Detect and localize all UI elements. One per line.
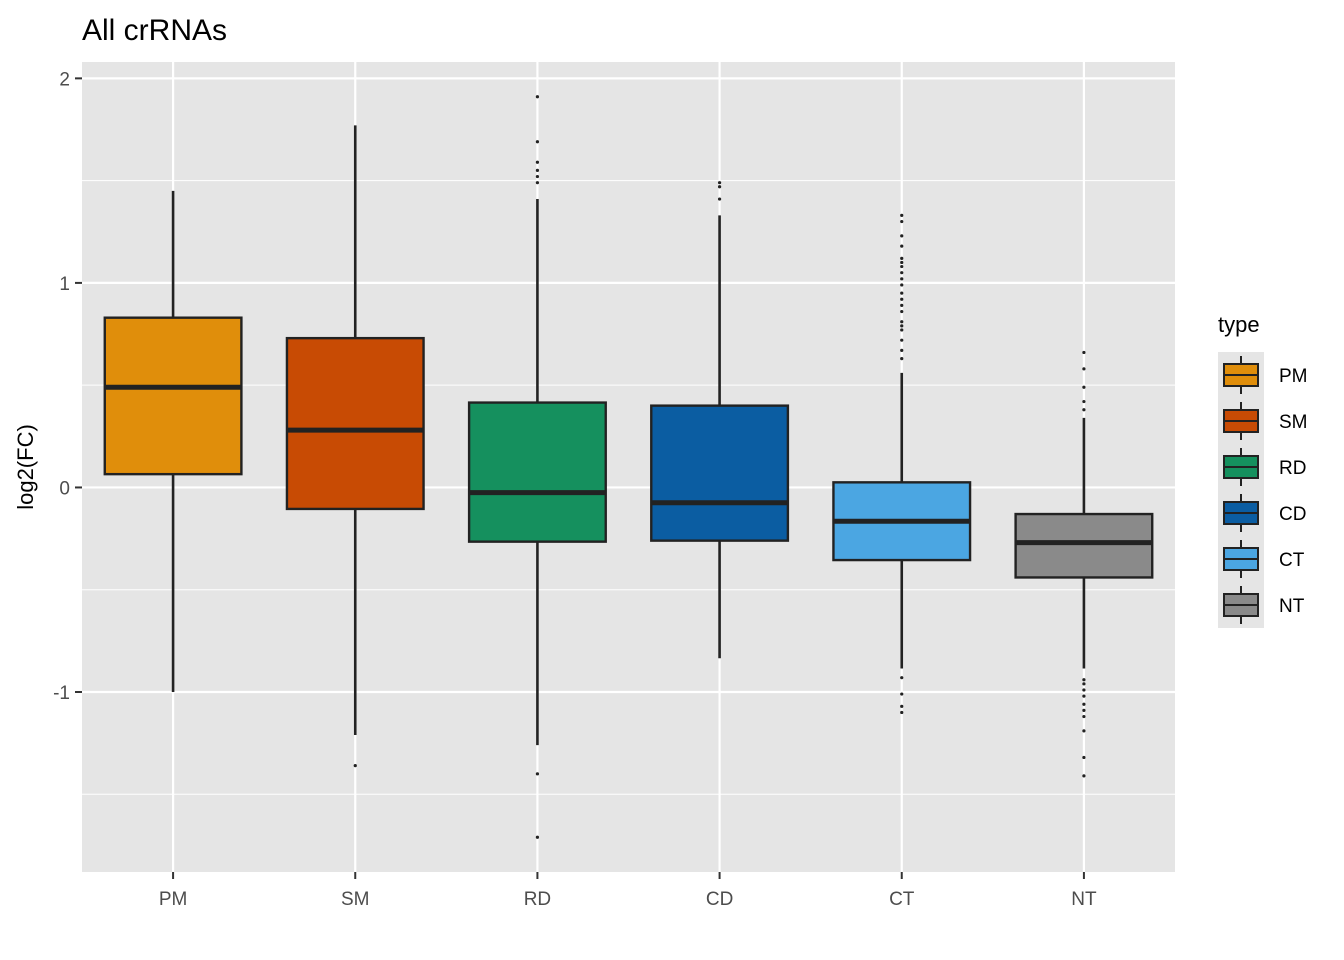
outlier-point	[900, 303, 904, 308]
outlier-point	[1082, 350, 1086, 355]
legend-item-nt: NT	[1223, 586, 1305, 624]
legend-label: RD	[1279, 458, 1306, 479]
box-cd	[650, 181, 790, 659]
outlier-point	[1082, 694, 1086, 698]
x-tick-label: RD	[524, 889, 551, 910]
outlier-point	[900, 213, 904, 218]
legend-label: CT	[1279, 550, 1305, 571]
outlier-point	[900, 356, 904, 361]
outlier-point	[535, 140, 540, 144]
outlier-point	[900, 283, 904, 287]
outlier-point	[1082, 367, 1086, 371]
outlier-point	[900, 320, 904, 324]
outlier-point	[1082, 774, 1086, 778]
outlier-point	[900, 309, 904, 314]
y-tick-label: 2	[59, 69, 70, 90]
iqr-box	[103, 316, 243, 476]
y-tick-label: 0	[59, 478, 70, 499]
outlier-point	[1082, 702, 1086, 706]
y-tick-label: -1	[53, 683, 70, 704]
box-rd	[467, 95, 607, 839]
outlier-point	[900, 264, 904, 269]
outlier-point	[900, 692, 904, 696]
outlier-point	[900, 291, 904, 295]
legend: type PM SM RD CD CT NT	[1218, 312, 1308, 628]
outlier-point	[900, 297, 904, 301]
x-tick-label: NT	[1071, 889, 1097, 910]
outlier-point	[900, 219, 904, 224]
legend-item-sm: SM	[1223, 402, 1308, 440]
outlier-point	[717, 197, 722, 201]
x-tick-label: CD	[706, 889, 733, 910]
outlier-point	[1082, 385, 1086, 389]
y-axis-title: log2(FC)	[13, 424, 38, 510]
outlier-point	[1082, 708, 1086, 713]
outlier-point	[900, 260, 904, 265]
outlier-point	[535, 772, 540, 776]
outlier-point	[900, 710, 904, 715]
legend-item-pm: PM	[1223, 356, 1308, 394]
outlier-point	[1082, 399, 1086, 404]
outlier-point	[900, 244, 904, 248]
box-sm	[285, 125, 425, 768]
outlier-point	[535, 835, 540, 839]
outlier-point	[535, 168, 540, 173]
boxes-layer	[103, 95, 1154, 839]
box-nt	[1014, 350, 1154, 778]
outlier-point	[900, 256, 904, 260]
outlier-point	[900, 277, 904, 281]
outlier-point	[1082, 755, 1086, 760]
box-ct	[832, 213, 972, 715]
axes-layer: 2 1 0 -1 PM SM RD CD CT NT	[53, 69, 1097, 910]
iqr-box	[1014, 512, 1154, 579]
y-tick-label: 1	[59, 274, 70, 295]
legend-label: NT	[1279, 596, 1305, 617]
outlier-point	[900, 348, 904, 353]
legend-label: PM	[1279, 366, 1308, 387]
outlier-point	[900, 338, 904, 342]
x-tick-label: PM	[159, 889, 188, 910]
iqr-box	[467, 401, 607, 543]
outlier-point	[535, 95, 540, 99]
outlier-point	[1082, 408, 1086, 412]
outlier-point	[900, 234, 904, 238]
legend-title: type	[1218, 312, 1260, 337]
outlier-point	[353, 764, 357, 768]
chart-title: All crRNAs	[82, 14, 227, 47]
legend-item-rd: RD	[1223, 448, 1306, 486]
outlier-point	[535, 181, 540, 185]
box-pm	[103, 190, 243, 692]
outlier-point	[1082, 678, 1086, 682]
legend-item-cd: CD	[1223, 494, 1306, 532]
outlier-point	[535, 160, 540, 164]
outlier-point	[717, 181, 722, 185]
outlier-point	[900, 676, 904, 680]
plot-panel	[82, 62, 1175, 872]
outlier-point	[900, 704, 904, 708]
outlier-point	[717, 185, 722, 189]
x-tick-label: CT	[889, 889, 915, 910]
outlier-point	[900, 328, 904, 332]
outlier-point	[1082, 688, 1086, 692]
legend-key-background	[1218, 352, 1264, 628]
legend-item-ct: CT	[1223, 540, 1305, 578]
outlier-point	[900, 324, 904, 328]
legend-label: CD	[1279, 504, 1306, 525]
legend-label: SM	[1279, 412, 1308, 433]
outlier-point	[1082, 729, 1086, 733]
outlier-point	[1082, 714, 1086, 719]
iqr-box	[285, 336, 425, 511]
outlier-point	[900, 271, 904, 275]
iqr-box	[650, 404, 790, 542]
outlier-point	[1082, 682, 1086, 686]
x-tick-label: SM	[341, 889, 370, 910]
outlier-point	[535, 174, 540, 179]
